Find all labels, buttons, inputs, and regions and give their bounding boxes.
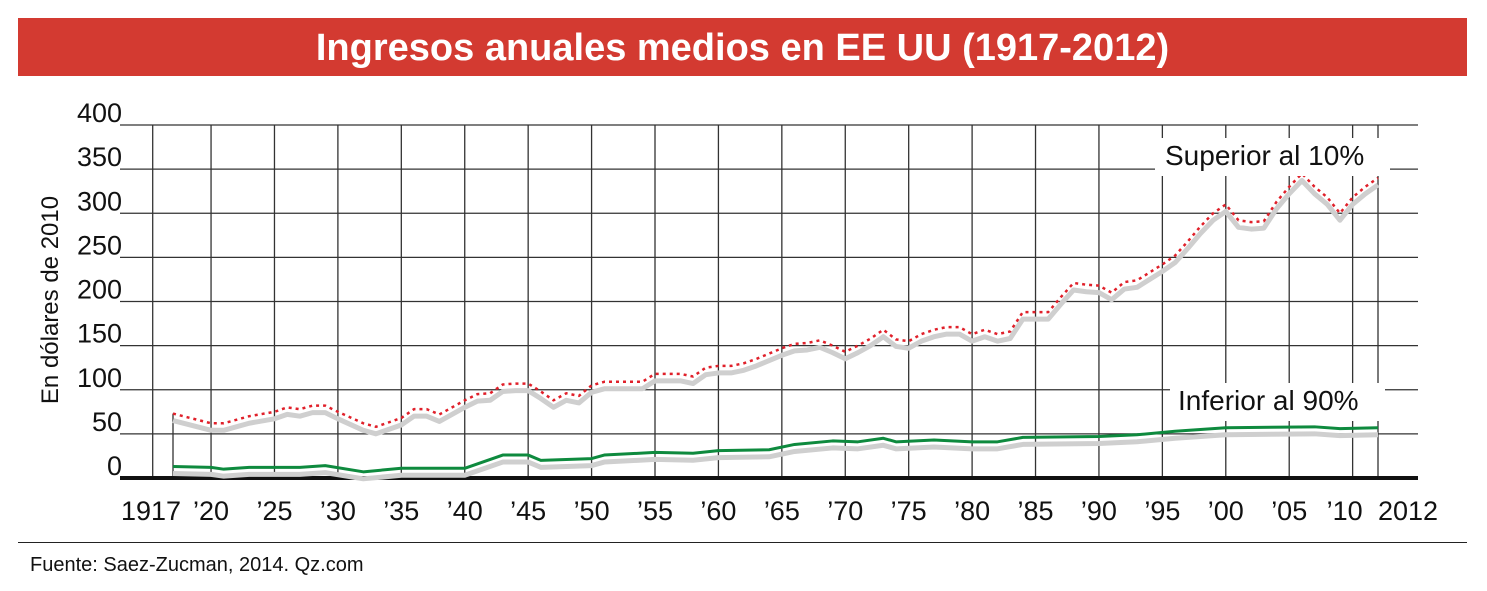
x-tick-label: ’60 (700, 496, 736, 526)
y-tick-label: 350 (77, 142, 122, 172)
x-axis-ticks: 1917 ’20 ’25 ’30 ’35 ’40 ’45 ’50 ’55 ’60 ’65 ’70 ’75… (121, 496, 1438, 526)
x-tick-label: ’45 (510, 496, 546, 526)
y-tick-label: 200 (77, 275, 122, 305)
x-tick-label: ’75 (891, 496, 927, 526)
y-tick-label: 0 (107, 451, 122, 481)
x-tick-label: ’05 (1271, 496, 1307, 526)
x-tick-label: ’40 (447, 496, 483, 526)
y-tick-label: 250 (77, 230, 122, 260)
annotation-top-10: Superior al 10% (1165, 140, 1364, 171)
x-tick-label: ’90 (1081, 496, 1117, 526)
label-bg-top (1155, 138, 1390, 176)
x-tick-label: 2012 (1378, 496, 1438, 526)
x-tick-label: ’70 (827, 496, 863, 526)
x-tick-label: ’20 (193, 496, 229, 526)
y-tick-label: 100 (77, 363, 122, 393)
series-shadow (172, 431, 1379, 482)
x-tick-label: ’65 (764, 496, 800, 526)
x-tick-label: ’35 (383, 496, 419, 526)
label-bg-bottom (1170, 383, 1385, 421)
y-tick-label: 300 (77, 186, 122, 216)
y-axis-ticks: 0 50 100 150 200 250 300 350 400 (77, 98, 122, 481)
y-tick-label: 400 (77, 98, 122, 128)
x-tick-label: ’00 (1208, 496, 1244, 526)
x-tick-label: ’85 (1018, 496, 1054, 526)
grid (120, 124, 1418, 480)
x-tick-label: ’30 (320, 496, 356, 526)
annotation-bottom-90: Inferior al 90% (1178, 385, 1359, 416)
y-tick-label: 50 (92, 407, 122, 437)
x-tick-label: ’25 (256, 496, 292, 526)
y-axis-label: En dólares de 2010 (37, 196, 64, 404)
x-tick-label: ’80 (954, 496, 990, 526)
x-tick-label: ’50 (574, 496, 610, 526)
y-tick-label: 150 (77, 319, 122, 349)
series-line-bottom-90 (172, 425, 1379, 474)
series-line-top-10 (172, 172, 1379, 429)
series-lines (172, 172, 1380, 482)
x-tick-label: ’55 (637, 496, 673, 526)
x-tick-label: ’95 (1144, 496, 1180, 526)
footer-divider (18, 542, 1467, 543)
series-shadow (172, 178, 1380, 437)
x-tick-label: ’10 (1327, 496, 1363, 526)
chart-title: Ingresos anuales medios en EE UU (1917-2… (18, 18, 1467, 76)
source-note: Fuente: Saez-Zucman, 2014. Qz.com (30, 554, 364, 576)
x-tick-label: 1917 (121, 496, 181, 526)
